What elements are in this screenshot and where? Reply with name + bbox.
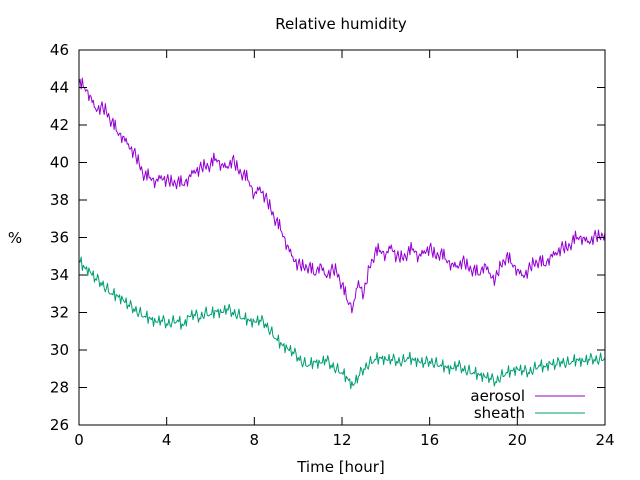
x-tick-label: 16 — [420, 431, 439, 449]
x-tick-label: 24 — [595, 431, 614, 449]
y-tick-label: 26 — [50, 416, 69, 434]
x-tick-label: 0 — [74, 431, 84, 449]
x-tick-label: 12 — [332, 431, 351, 449]
x-tick-label: 8 — [250, 431, 260, 449]
ticks-layer: 0 4 8 12 16 20 24 26 28 30 32 34 36 38 40 42 44 46 — [50, 41, 615, 449]
series-line-sheath — [78, 256, 606, 390]
legend: aerosol sheath — [470, 387, 585, 422]
y-tick-label: 46 — [50, 41, 69, 59]
x-tick-label: 20 — [508, 431, 527, 449]
y-tick-label: 42 — [50, 116, 69, 134]
y-axis-label: % — [8, 229, 22, 247]
y-tick-label: 32 — [50, 304, 69, 322]
y-tick-label: 30 — [50, 341, 69, 359]
y-tick-label: 28 — [50, 379, 69, 397]
chart-title: Relative humidity — [275, 15, 407, 33]
legend-label-aerosol: aerosol — [470, 387, 525, 405]
legend-label-sheath: sheath — [474, 404, 525, 422]
series-line-aerosol — [78, 77, 606, 314]
plot-frame — [78, 49, 606, 426]
y-tick-label: 36 — [50, 229, 69, 247]
x-tick-label: 4 — [162, 431, 172, 449]
y-tick-label: 44 — [50, 79, 69, 97]
y-tick-label: 40 — [50, 154, 69, 172]
x-axis-label: Time [hour] — [296, 458, 385, 476]
series-layer — [78, 77, 606, 390]
y-tick-label: 34 — [50, 266, 69, 284]
y-tick-label: 38 — [50, 191, 69, 209]
